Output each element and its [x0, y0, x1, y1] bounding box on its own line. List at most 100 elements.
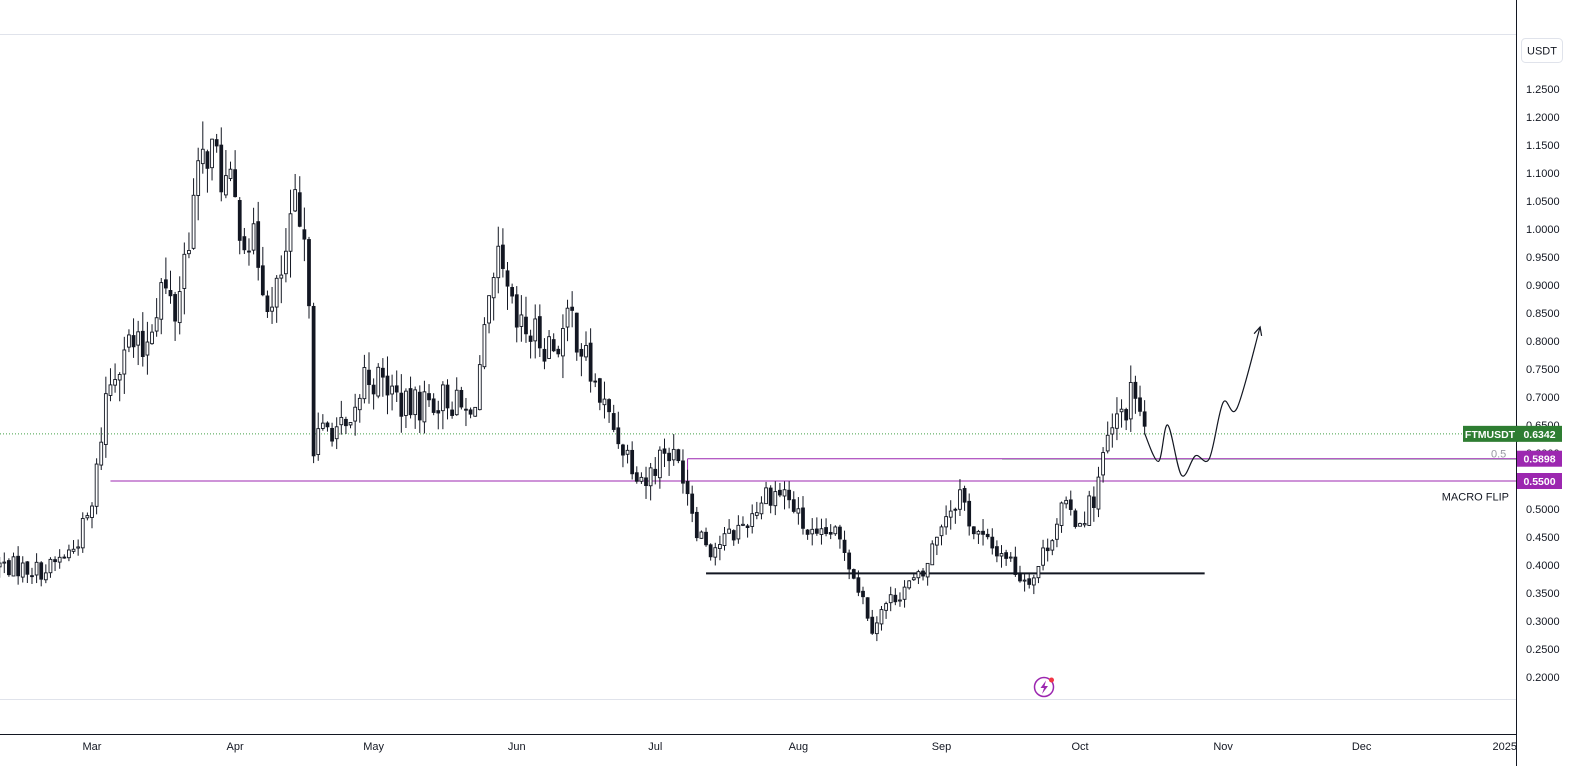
candle-up — [440, 384, 445, 412]
candle-up — [1059, 502, 1064, 526]
candle-up — [948, 510, 953, 518]
candle-down — [621, 444, 625, 456]
arrow-head-icon — [1253, 325, 1263, 336]
projection-path[interactable] — [1144, 326, 1261, 477]
candle-up — [90, 505, 94, 518]
candle-up — [916, 571, 921, 579]
candle-up — [874, 622, 879, 635]
candle-up — [334, 426, 339, 440]
candle-up — [353, 406, 358, 422]
candle-down — [690, 493, 695, 514]
candle-down — [468, 409, 473, 415]
candle-up — [454, 389, 459, 416]
candle-up — [898, 599, 902, 602]
y-tick-label: 0.8000 — [1526, 336, 1560, 348]
candle-down — [7, 560, 11, 576]
candle-down — [445, 384, 450, 409]
candle-down — [537, 316, 542, 349]
candle-up — [0, 562, 2, 568]
candle-up — [491, 277, 496, 299]
candle-up — [127, 334, 131, 348]
candle-up — [750, 513, 755, 527]
y-tick-label: 0.5000 — [1526, 504, 1560, 516]
candle-up — [2, 561, 7, 564]
candle-up — [103, 393, 108, 445]
candle-up — [884, 603, 888, 611]
macro-flip-tag-bg — [1517, 473, 1562, 489]
candle-down — [1004, 552, 1009, 559]
y-tick-label: 1.1000 — [1526, 168, 1560, 180]
candle-down — [330, 427, 334, 442]
candle-down — [260, 265, 265, 296]
candle-up — [911, 577, 916, 581]
candle-up — [477, 364, 482, 411]
y-tick-label: 0.9500 — [1526, 252, 1560, 264]
candle-down — [694, 511, 699, 539]
candle-up — [958, 489, 962, 510]
candle-up — [625, 449, 630, 455]
candle-down — [233, 169, 238, 198]
candle-up — [561, 328, 565, 357]
candle-up — [1119, 408, 1124, 413]
candle-up — [376, 366, 381, 397]
candle-down — [510, 287, 515, 297]
candle-up — [48, 558, 53, 574]
candle-down — [1142, 411, 1147, 427]
candle-down — [597, 378, 602, 403]
candle-up — [833, 526, 838, 535]
x-tick-label: 2025 — [1493, 741, 1517, 753]
candle-down — [805, 529, 810, 535]
candle-up — [713, 547, 718, 558]
candle-up — [122, 349, 127, 375]
bolt-icon[interactable] — [1033, 676, 1055, 698]
candle-down — [528, 335, 533, 342]
candle-up — [496, 245, 501, 279]
candle-down — [801, 507, 805, 529]
candle-down — [242, 236, 247, 251]
candle-down — [168, 290, 173, 297]
candle-down — [588, 342, 593, 382]
candle-down — [247, 250, 251, 253]
candle-up — [67, 549, 71, 559]
candle-up — [316, 428, 321, 455]
candle-down — [865, 597, 870, 619]
candle-up — [976, 530, 981, 535]
current-price-tag: 0.6342 — [1523, 429, 1555, 441]
candle-up — [1096, 476, 1101, 510]
y-tick-label: 0.9000 — [1526, 280, 1560, 292]
candle-down — [731, 530, 736, 541]
candle-down — [408, 388, 413, 416]
candle-up — [1101, 452, 1105, 476]
candle-up — [1082, 523, 1087, 526]
candle-down — [1124, 409, 1129, 421]
candle-up — [782, 489, 787, 497]
candle-down — [16, 555, 21, 577]
candle-down — [464, 408, 468, 411]
candle-up — [727, 528, 732, 534]
candle-down — [394, 385, 399, 393]
candle-down — [921, 570, 925, 577]
current-price-tag-bg — [1517, 425, 1562, 442]
candle-down — [30, 575, 34, 578]
candle-up — [159, 282, 164, 320]
candle-down — [1027, 578, 1032, 585]
projection-drawing[interactable] — [1144, 325, 1263, 477]
candle-down — [1045, 547, 1050, 552]
candle-down — [431, 398, 436, 413]
candle-up — [907, 580, 912, 589]
candle-up — [764, 487, 768, 505]
candle-down — [856, 577, 861, 593]
candle-down — [325, 422, 330, 428]
candle-down — [704, 531, 708, 546]
candle-up — [288, 213, 293, 252]
candle-up — [404, 390, 408, 416]
currency-button[interactable]: USDT — [1521, 38, 1563, 63]
candle-up — [390, 385, 394, 395]
horizontal-levels[interactable]: 0.5 MACRO FLIP — [110, 448, 1516, 575]
candle-down — [570, 306, 575, 311]
candle-down — [205, 151, 210, 169]
symbol-tag-bg — [1463, 425, 1518, 442]
candle-up — [934, 536, 939, 546]
